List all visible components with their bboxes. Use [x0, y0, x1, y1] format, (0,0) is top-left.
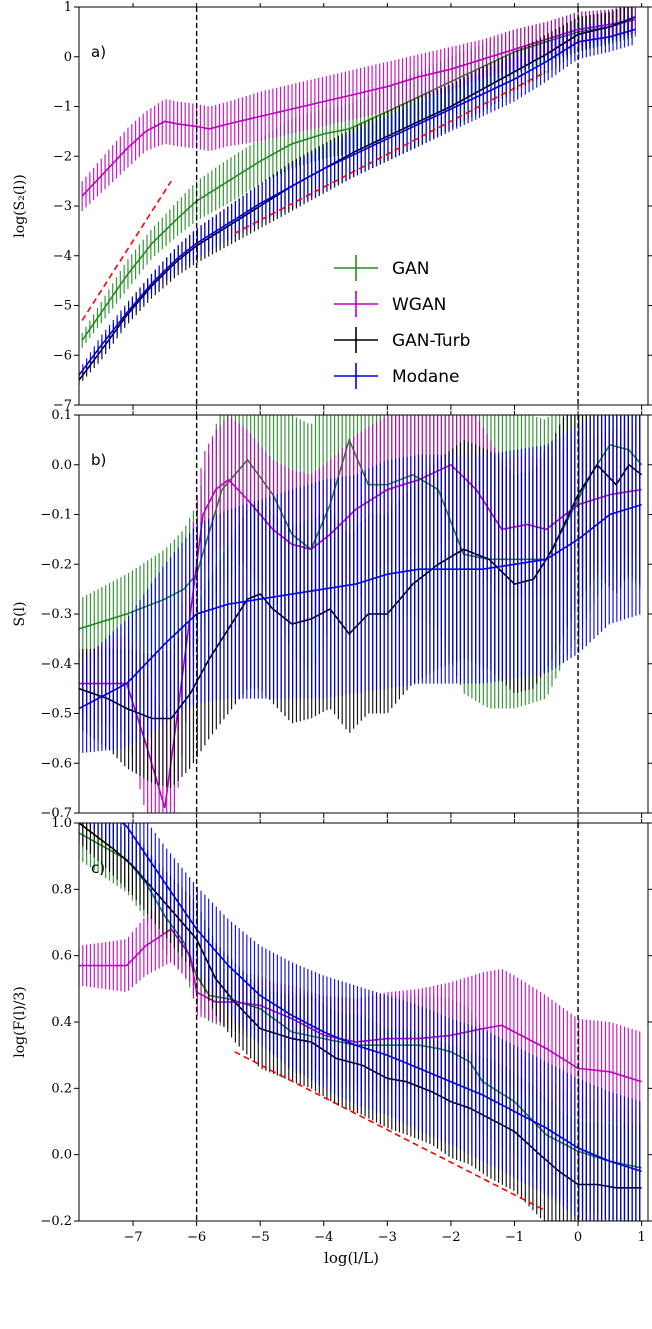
axes-frame	[78, 6, 649, 406]
y-tick-label: −0.7	[40, 806, 72, 821]
y-axis-label: log(S₂(l))	[12, 174, 28, 237]
y-tick-label: 0.0	[51, 458, 72, 473]
y-tick-label: 0.6	[51, 949, 72, 964]
panel-label: b)	[91, 451, 106, 469]
panel-label: c)	[91, 859, 105, 877]
x-axis-label: log(l/L)	[324, 1249, 379, 1267]
y-tick-label: 0.1	[51, 408, 72, 423]
x-tick-label: −1	[505, 1230, 524, 1245]
reference-slope-line	[234, 1051, 547, 1212]
x-tick-label: −7	[123, 1230, 142, 1245]
chart-panel-3: −7 −6 −5 −4 −3 −2 −1 0 1 −0.2 0.0 0.2 0.4 0.6 0.8 1.0 lo…	[12, 816, 652, 1267]
chart-panel-1: −7 −6 −5 −4 −3 −2 −1 0 1 log(S₂(l)) a) GAN WGAN GAN-T…	[12, 0, 652, 413]
y-tick-label: −4	[53, 249, 72, 264]
x-tick-label: −4	[314, 1230, 333, 1245]
legend-label: GAN-Turb	[392, 331, 470, 351]
series-line	[121, 823, 642, 1173]
series-line	[81, 18, 636, 341]
y-tick-label: 0.0	[51, 1148, 72, 1163]
legend-label: GAN	[392, 259, 430, 279]
y-tick-label: −0.3	[40, 607, 72, 622]
y-axis-label: S(l)	[12, 602, 28, 627]
legend-label: Modane	[392, 367, 460, 387]
x-tick-label: 0	[574, 1230, 582, 1245]
series-modane	[79, 415, 642, 754]
x-tick-label: −5	[251, 1230, 270, 1245]
series-modane	[79, 15, 636, 381]
x-tick-label: −3	[378, 1230, 397, 1245]
y-axis-label: log(F(l)/3)	[12, 986, 28, 1058]
y-tick-label: −7	[53, 398, 72, 413]
series-modane	[86, 823, 642, 1221]
y-tick-label: −3	[53, 199, 72, 214]
x-tick-label: 1	[638, 1230, 646, 1245]
y-tick-label: 0.2	[51, 1081, 72, 1096]
y-tick-label: −0.5	[40, 707, 72, 722]
y-tick-label: 1	[64, 0, 72, 15]
plot-area	[79, 823, 642, 1221]
y-tick-label: −6	[53, 348, 72, 363]
series-line	[81, 18, 636, 197]
y-tick-label: −0.2	[40, 1214, 72, 1229]
series-line	[79, 503, 642, 710]
y-tick-label: 1.0	[51, 816, 72, 831]
y-tick-label: −5	[53, 299, 72, 314]
y-tick-label: −0.6	[40, 756, 72, 771]
plot-area	[79, 415, 643, 813]
y-tick-label: 0.8	[51, 882, 72, 897]
legend: GAN WGAN GAN-Turb Modane	[334, 255, 470, 389]
y-tick-label: −0.2	[40, 557, 72, 572]
y-tick-label: −0.1	[40, 508, 72, 523]
series-line	[79, 28, 636, 376]
chart-panel-2: −0.7 −0.6 −0.5 −0.4 −0.3 −0.2 −0.1 0.0 0.1 S(l) b)	[12, 408, 652, 821]
reference-slope-line	[81, 180, 172, 321]
x-tick-label: −2	[441, 1230, 460, 1245]
panel-label: a)	[91, 43, 106, 61]
legend-label: WGAN	[392, 295, 446, 315]
reference-slope-line	[234, 70, 547, 235]
x-tick-label: −6	[187, 1230, 206, 1245]
y-tick-label: 0	[64, 50, 72, 65]
y-tick-label: −1	[53, 100, 72, 115]
series-line	[79, 463, 643, 720]
series-line	[79, 437, 643, 630]
y-tick-label: −2	[53, 149, 72, 164]
y-tick-label: −0.4	[40, 657, 72, 672]
y-tick-label: 0.4	[51, 1015, 72, 1030]
